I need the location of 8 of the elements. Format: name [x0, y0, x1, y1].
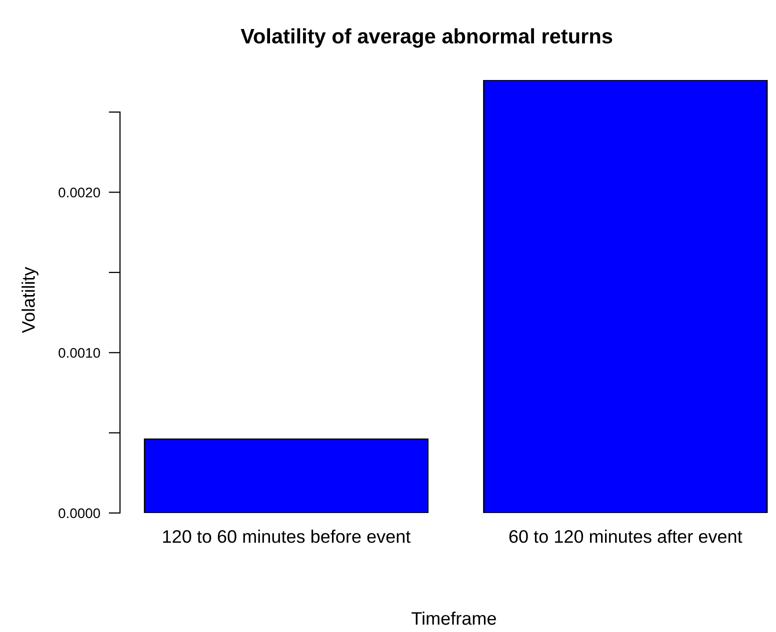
x-tick-label: 60 to 120 minutes after event: [509, 530, 742, 543]
y-tick-label: 0.0000: [58, 508, 100, 518]
y-tick-label: 0.0010: [58, 348, 100, 358]
x-tick-label: 120 to 60 minutes before event: [163, 530, 411, 543]
y-tick-label: 0.0020: [58, 188, 100, 198]
chart-title: Volatility of average abnormal returns: [240, 28, 612, 48]
x-axis-title: Timeframe: [412, 612, 496, 625]
y-axis-title: Volatility: [22, 266, 38, 334]
